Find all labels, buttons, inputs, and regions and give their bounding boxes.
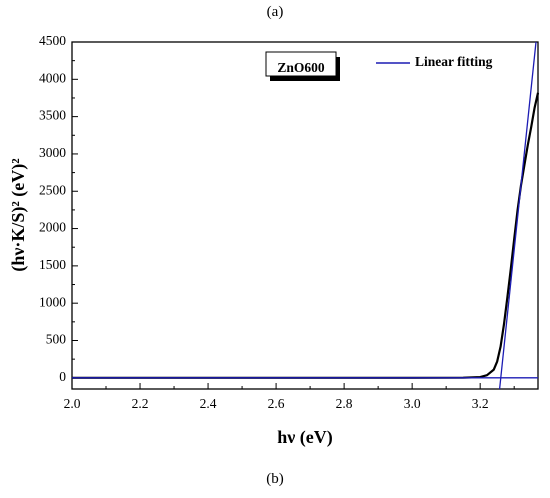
y-axis-title: (hν·K/S)² (eV)² xyxy=(8,158,29,271)
x-tick-label: 2.0 xyxy=(64,396,81,411)
x-tick-label: 2.8 xyxy=(336,396,353,411)
y-tick-label: 500 xyxy=(46,332,67,347)
series-layer xyxy=(72,41,540,390)
axis-ticks: 2.0 2.2 2.4 2.6 2.8 3.0 3.2 0 500 1000 1500 2000 250… xyxy=(39,33,515,411)
y-tick-label: 2000 xyxy=(39,220,66,235)
plot-frame xyxy=(71,41,539,390)
y-tick-label: 0 xyxy=(59,369,66,384)
y-tick-label: 4500 xyxy=(39,33,66,48)
y-tick-label: 3000 xyxy=(39,145,66,160)
sample-label: ZnO600 xyxy=(277,60,325,75)
figure-caption-top: (a) xyxy=(266,4,284,20)
x-tick-label: 3.2 xyxy=(472,396,489,411)
sample-label-box: ZnO600 xyxy=(265,51,340,81)
legend: Linear fitting xyxy=(376,54,493,69)
y-tick-label: 1000 xyxy=(39,294,66,309)
y-tick-label: 4000 xyxy=(39,70,66,85)
absorption-data-line xyxy=(72,92,540,379)
x-tick-label: 2.4 xyxy=(200,396,217,411)
y-tick-label: 2500 xyxy=(39,182,66,197)
x-tick-label: 3.0 xyxy=(404,396,421,411)
y-tick-label: 1500 xyxy=(39,257,66,272)
linear-fit-line xyxy=(498,41,537,390)
x-tick-label: 2.6 xyxy=(268,396,285,411)
y-tick-label: 3500 xyxy=(39,108,66,123)
figure-caption-bottom: (b) xyxy=(266,471,284,487)
legend-label-linear-fitting: Linear fitting xyxy=(415,54,493,69)
x-tick-label: 2.2 xyxy=(132,396,149,411)
x-axis-title: hν (eV) xyxy=(277,427,333,448)
